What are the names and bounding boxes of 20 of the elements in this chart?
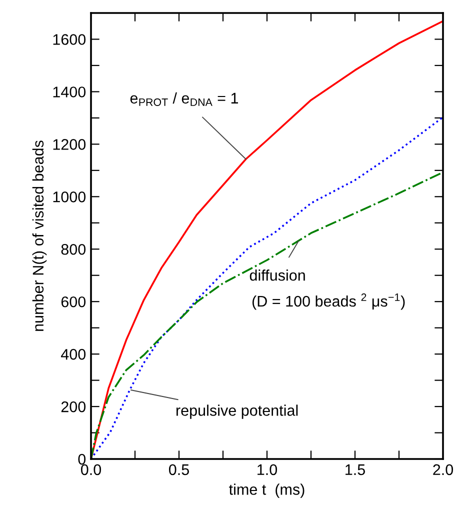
y-tick-label: 200: [61, 401, 86, 412]
x-tick-label: 0.5: [168, 464, 189, 476]
y-tick-label: 1200: [53, 139, 86, 150]
annotation: (D = 100 beads $^{2}$ μs$^{−1}$): [252, 293, 405, 310]
x-tick-label: 1.5: [346, 464, 365, 476]
x-axis-title: time t (ms): [229, 484, 304, 498]
x-tick-label: 0.0: [80, 464, 102, 476]
annotation: e$_{PROT}$ / e$_{DNA}$ = 1: [130, 92, 238, 106]
y-tick-label: 800: [61, 244, 86, 255]
y-tick-label: 1000: [53, 192, 86, 202]
x-tick-label: 1.0: [258, 464, 278, 476]
y-tick-label: 0: [78, 454, 86, 465]
annotation: repulsive potential: [176, 404, 298, 419]
annotation: diffusion: [250, 270, 305, 281]
y-axis-title: number N(t) of visited beads: [32, 140, 47, 331]
y-tick-label: 400: [61, 348, 86, 360]
y-tick-label: 600: [61, 296, 86, 308]
x-tick-label: 2.0: [433, 464, 454, 476]
y-tick-label: 1400: [53, 86, 86, 98]
y-tick-label: 1600: [53, 34, 86, 45]
